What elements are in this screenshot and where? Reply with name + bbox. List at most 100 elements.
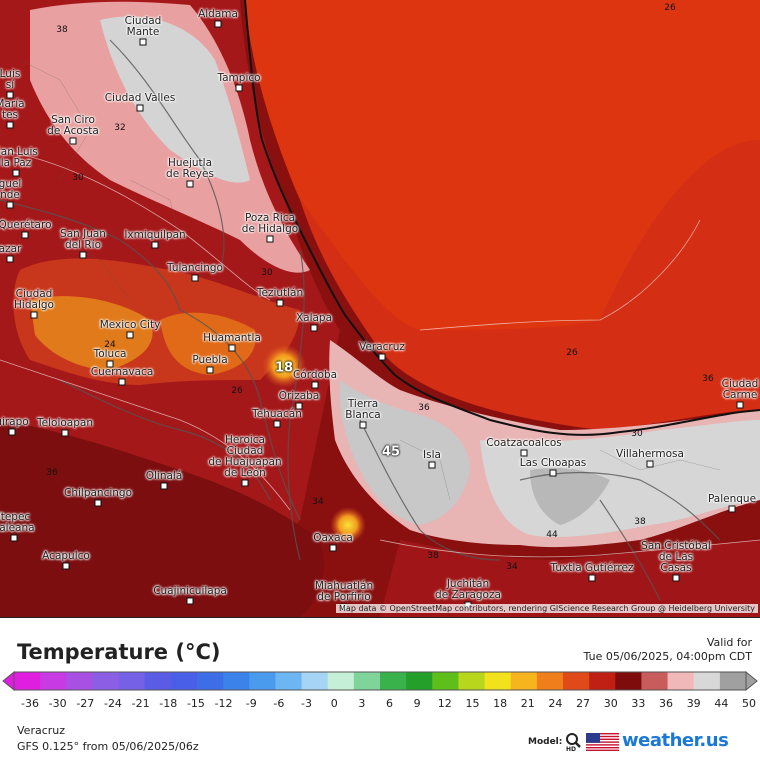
city-label: San Juan del Río (60, 228, 106, 251)
valid-time: Tue 05/06/2025, 04:00pm CDT (583, 650, 752, 663)
city-label: Puebla (192, 354, 228, 366)
contour-label: 38 (634, 517, 646, 527)
city-marker (672, 574, 680, 582)
city-marker (186, 597, 194, 605)
color-scale-tick-label: -15 (186, 697, 205, 710)
color-swatch (432, 672, 459, 690)
map-canvas (0, 0, 760, 617)
color-scale-tick-label: -18 (159, 697, 178, 710)
color-scale-tick-label: 21 (520, 697, 535, 710)
city-label: Cuernavaca (90, 366, 154, 378)
city-marker (118, 378, 126, 386)
color-swatch (563, 672, 590, 690)
color-swatch (66, 672, 93, 690)
city-marker (646, 460, 654, 468)
map-attribution[interactable]: Map data © OpenStreetMap contributors, r… (336, 604, 758, 613)
city-label: guel nde (0, 178, 22, 201)
contour-label: 26 (231, 386, 243, 396)
city-label: Isla (423, 449, 441, 461)
color-swatch (693, 672, 721, 690)
contour-label: 44 (546, 530, 558, 540)
city-marker (266, 235, 274, 243)
color-scale-bar (2, 670, 758, 692)
color-swatch (667, 672, 695, 690)
city-label: ltepeccaleana (0, 511, 35, 534)
city-marker (139, 38, 147, 46)
color-swatch (484, 672, 512, 690)
magnifier-hd-icon[interactable]: HD (565, 732, 583, 752)
city-label: Huejutla de Reyes (166, 157, 214, 180)
contour-label: 36 (418, 403, 430, 413)
svg-text:HD: HD (566, 746, 576, 752)
city-marker (206, 366, 214, 374)
city-marker (6, 91, 14, 99)
color-swatch (170, 672, 198, 690)
color-scale-tick-label: -30 (48, 697, 67, 710)
city-marker (520, 449, 528, 457)
city-label: Ciudad Hidalgo (14, 288, 54, 311)
color-scale-tick-label: -21 (131, 697, 150, 710)
color-swatch (301, 672, 329, 690)
color-swatch (380, 672, 407, 690)
contour-label: 32 (114, 123, 126, 133)
city-label: San Ciro de Acosta (47, 114, 99, 137)
city-marker (79, 251, 87, 259)
color-scale-tick-label: 36 (659, 697, 674, 710)
city-label: San Cristóbal de Las Casas (641, 540, 711, 574)
city-label: Tuxtla Gutiérrez (550, 562, 634, 574)
city-label: Huamantla (203, 332, 261, 344)
city-marker (126, 331, 134, 339)
color-swatch (40, 672, 67, 690)
city-label: Luis sí (0, 68, 21, 91)
city-label: Córdoba (292, 369, 338, 381)
city-label: Poza Rica de Hidalgo (241, 212, 299, 235)
contour-label: 38 (56, 25, 68, 35)
city-marker (310, 324, 318, 332)
city-label: Tulancingo (167, 262, 223, 274)
color-swatch (406, 672, 433, 690)
city-label: Querétaro (0, 219, 52, 231)
color-swatch (327, 672, 355, 690)
city-label: Tampico (217, 72, 261, 84)
city-label: Olinalá (145, 470, 183, 482)
color-swatch (536, 672, 564, 690)
city-label: azar (0, 243, 22, 255)
city-marker (359, 421, 367, 429)
city-marker (736, 401, 744, 409)
contour-label: 26 (566, 348, 578, 358)
city-marker (94, 499, 102, 507)
city-marker (61, 429, 69, 437)
contour-label: 36 (46, 468, 58, 478)
us-flag-icon (586, 733, 619, 751)
city-label: Miahuatlán de Porfirio (314, 580, 374, 603)
weather-us-logo[interactable]: weather.us (622, 730, 729, 751)
color-scale-tick-label: 18 (493, 697, 508, 710)
contour-label: 24 (104, 340, 116, 350)
city-marker (6, 201, 14, 209)
color-scale-tick-label: -9 (245, 697, 257, 710)
color-scale-tick-label: 50 (742, 697, 756, 710)
contour-label: 38 (427, 551, 439, 561)
color-scale-tick-label: 44 (714, 697, 729, 710)
city-label: Cuajinicuilapa (153, 585, 227, 597)
color-swatch (14, 672, 41, 690)
city-marker (6, 121, 14, 129)
city-marker (295, 402, 303, 410)
city-marker (235, 84, 243, 92)
valid-for-label: Valid for (706, 636, 752, 649)
city-label: Acapulco (42, 550, 90, 562)
model-run-info: GFS 0.125° from 05/06/2025/06z (17, 740, 199, 753)
color-scale-tick-label: 0 (330, 697, 338, 710)
city-marker (214, 20, 222, 28)
color-scale-tick-label: -27 (76, 697, 95, 710)
color-scale-tick-label: -12 (214, 697, 233, 710)
color-swatch (719, 672, 747, 690)
city-label: Mexico City (99, 319, 161, 331)
color-swatch (615, 672, 642, 690)
city-label: Villahermosa (616, 448, 684, 460)
color-scale-tick-label: 33 (631, 697, 646, 710)
color-swatch (197, 672, 224, 690)
contour-label: 36 (702, 374, 714, 384)
city-label: Toluca (93, 348, 127, 360)
